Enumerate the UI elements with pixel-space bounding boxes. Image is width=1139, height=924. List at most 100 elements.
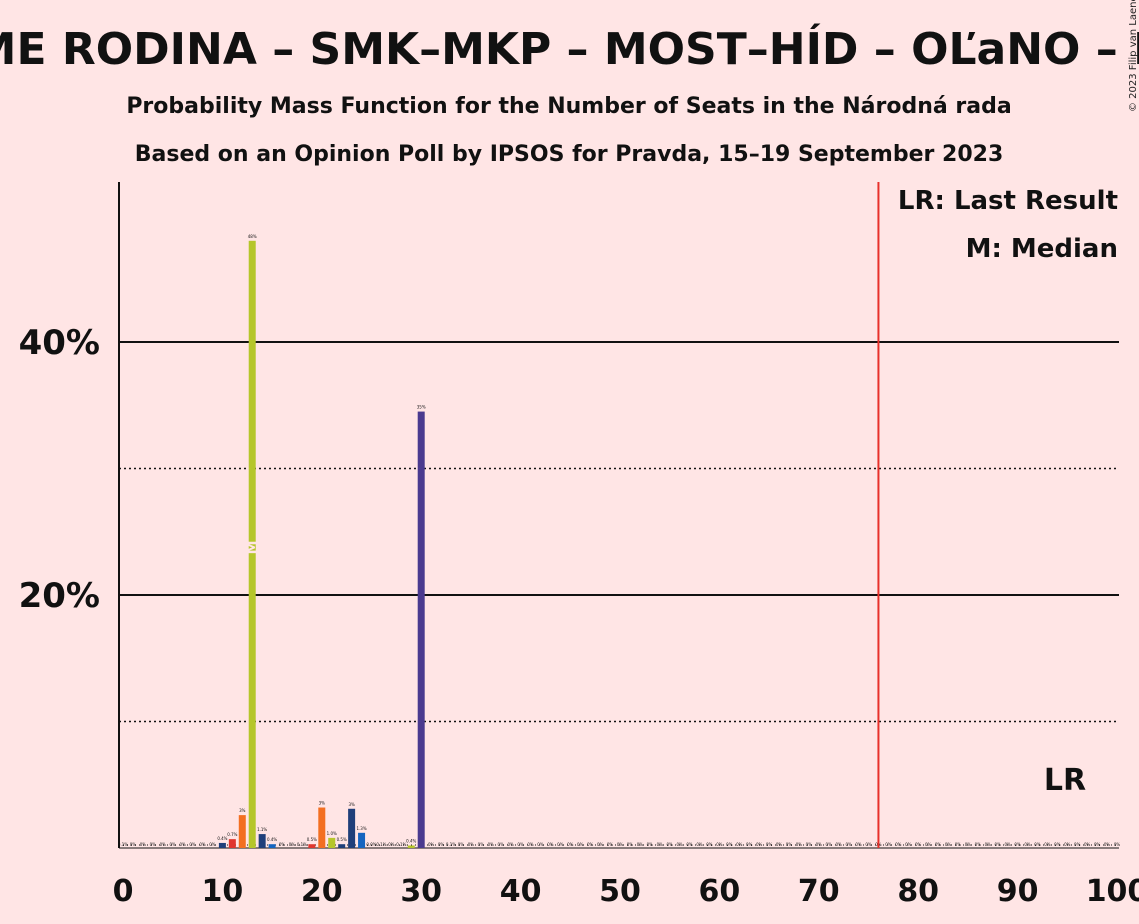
bar-value-label: 0% xyxy=(478,842,485,847)
bar-seats-12 xyxy=(238,815,246,848)
bar-value-label: 0% xyxy=(507,842,514,847)
median-marker-label: M xyxy=(245,540,261,554)
bar-value-label: 0% xyxy=(388,842,395,847)
bar-seats-23 xyxy=(348,808,356,848)
bars xyxy=(218,240,425,849)
bar-value-label: 0.5% xyxy=(307,837,317,842)
bar-value-label: 0% xyxy=(1064,842,1071,847)
bar-value-label: 0% xyxy=(150,842,157,847)
bar-value-label: 0.4% xyxy=(406,838,416,843)
bar-value-label: 0% xyxy=(1074,842,1081,847)
bar-value-label: 0% xyxy=(189,842,196,847)
bar-value-label: 3% xyxy=(319,801,326,806)
bar-value-label: 0.1% xyxy=(118,842,128,847)
bar-value-label: 0.5% xyxy=(337,837,347,842)
bar-value-label: 0% xyxy=(160,842,167,847)
bar-value-label: 0% xyxy=(498,842,505,847)
bar-value-label: 0% xyxy=(686,842,693,847)
bar-value-label: 0.1% xyxy=(297,842,307,847)
bar-value-label: 0% xyxy=(955,842,962,847)
bar-value-label: 3% xyxy=(239,808,246,813)
bar-value-label: 0% xyxy=(756,842,763,847)
bar-value-label: 0% xyxy=(488,842,495,847)
bar-value-label: 0% xyxy=(1044,842,1051,847)
bar-value-label: 0% xyxy=(766,842,773,847)
bar-value-label: 0% xyxy=(1004,842,1011,847)
bar-value-label: 0% xyxy=(816,842,823,847)
bar-seats-19 xyxy=(308,844,316,848)
bar-value-label: 0% xyxy=(1054,842,1061,847)
bar-value-label: 0% xyxy=(1104,842,1111,847)
bar-value-label: 0% xyxy=(985,842,992,847)
bar-value-label: 0% xyxy=(199,842,206,847)
copyright-notice: © 2023 Filip van Laenen xyxy=(1128,0,1139,112)
bar-value-label: 0% xyxy=(806,842,813,847)
x-tick-label: 80 xyxy=(897,874,939,909)
bar-value-label: 0% xyxy=(537,842,544,847)
bar-value-label: 0% xyxy=(547,842,554,847)
bar-value-label: 0.4% xyxy=(217,836,227,841)
x-tick-label: 50 xyxy=(599,874,641,909)
x-tick-label: 90 xyxy=(997,874,1039,909)
bar-value-label: 0% xyxy=(1094,842,1101,847)
bar-value-label: 0% xyxy=(726,842,733,847)
bar-value-label: 0% xyxy=(527,842,534,847)
bar-value-label: 0% xyxy=(786,842,793,847)
bar-value-label: 0.0% xyxy=(366,842,376,847)
bar-value-label: 0% xyxy=(836,842,843,847)
y-tick-labels: 20% 40% xyxy=(19,323,100,616)
bar-value-label: 0% xyxy=(617,842,624,847)
chart-subtitle-method: Probability Mass Function for the Number… xyxy=(126,94,1011,119)
bar-value-label: 0% xyxy=(179,842,186,847)
x-tick-labels: 0 10 20 30 40 50 60 70 80 90 100 xyxy=(113,874,1139,909)
bar-value-label: 0% xyxy=(855,842,862,847)
bar-value-label: 0% xyxy=(657,842,664,847)
bar-value-label: 3% xyxy=(348,802,355,807)
y-tick-label: 40% xyxy=(19,323,100,363)
bar-value-labels: 0.4%0.7%3%48%1.1%0.4% 0.5%3%1.0%0.5%3%1.3… xyxy=(118,234,1120,847)
bar-value-label: 0% xyxy=(209,842,216,847)
bar-value-label: 0% xyxy=(627,842,634,847)
bar-value-label: 0.1% xyxy=(376,842,386,847)
bar-value-label: 0% xyxy=(1034,842,1041,847)
bar-value-label: 0% xyxy=(557,842,564,847)
bar-value-label: 0% xyxy=(706,842,713,847)
bar-value-label: 0% xyxy=(845,842,852,847)
x-tick-label: 40 xyxy=(500,874,542,909)
bar-seats-10 xyxy=(218,842,226,848)
bar-value-label: 0% xyxy=(458,842,465,847)
x-tick-label: 60 xyxy=(699,874,741,909)
bar-value-label: 0% xyxy=(438,842,445,847)
chart-subtitle-source: Based on an Opinion Poll by IPSOS for Pr… xyxy=(135,142,1004,167)
bar-value-label: 0% xyxy=(289,842,296,847)
bar-value-label: 0% xyxy=(716,842,723,847)
bar-value-label: 0% xyxy=(279,842,286,847)
bar-value-label: 0% xyxy=(826,842,833,847)
bar-value-label: 0% xyxy=(667,842,674,847)
bar-value-label: 0% xyxy=(577,842,584,847)
x-tick-label: 30 xyxy=(400,874,442,909)
bar-seats-20 xyxy=(318,807,326,848)
bar-value-label: 0% xyxy=(746,842,753,847)
bar-value-label: 35% xyxy=(417,405,426,410)
y-tick-label: 20% xyxy=(19,576,100,616)
bar-value-label: 0% xyxy=(1084,842,1091,847)
bar-value-label: 0% xyxy=(776,842,783,847)
bar-value-label: 0% xyxy=(1014,842,1021,847)
x-tick-label: 100 xyxy=(1086,874,1139,909)
x-tick-label: 10 xyxy=(202,874,244,909)
bar-value-label: 0% xyxy=(935,842,942,847)
bar-value-label: 1.3% xyxy=(356,826,366,831)
bar-seats-24 xyxy=(358,832,366,848)
bar-value-label: 0% xyxy=(696,842,703,847)
bar-seats-21 xyxy=(328,837,336,848)
x-tick-label: 70 xyxy=(798,874,840,909)
bar-seats-15 xyxy=(268,844,276,848)
bar-value-label: 0% xyxy=(567,842,574,847)
bar-seats-13 xyxy=(248,240,256,849)
bar-value-label: 0% xyxy=(587,842,594,847)
bar-value-label: 48% xyxy=(248,234,257,239)
bar-value-label: 0% xyxy=(647,842,654,847)
x-tick-label: 0 xyxy=(113,874,134,909)
